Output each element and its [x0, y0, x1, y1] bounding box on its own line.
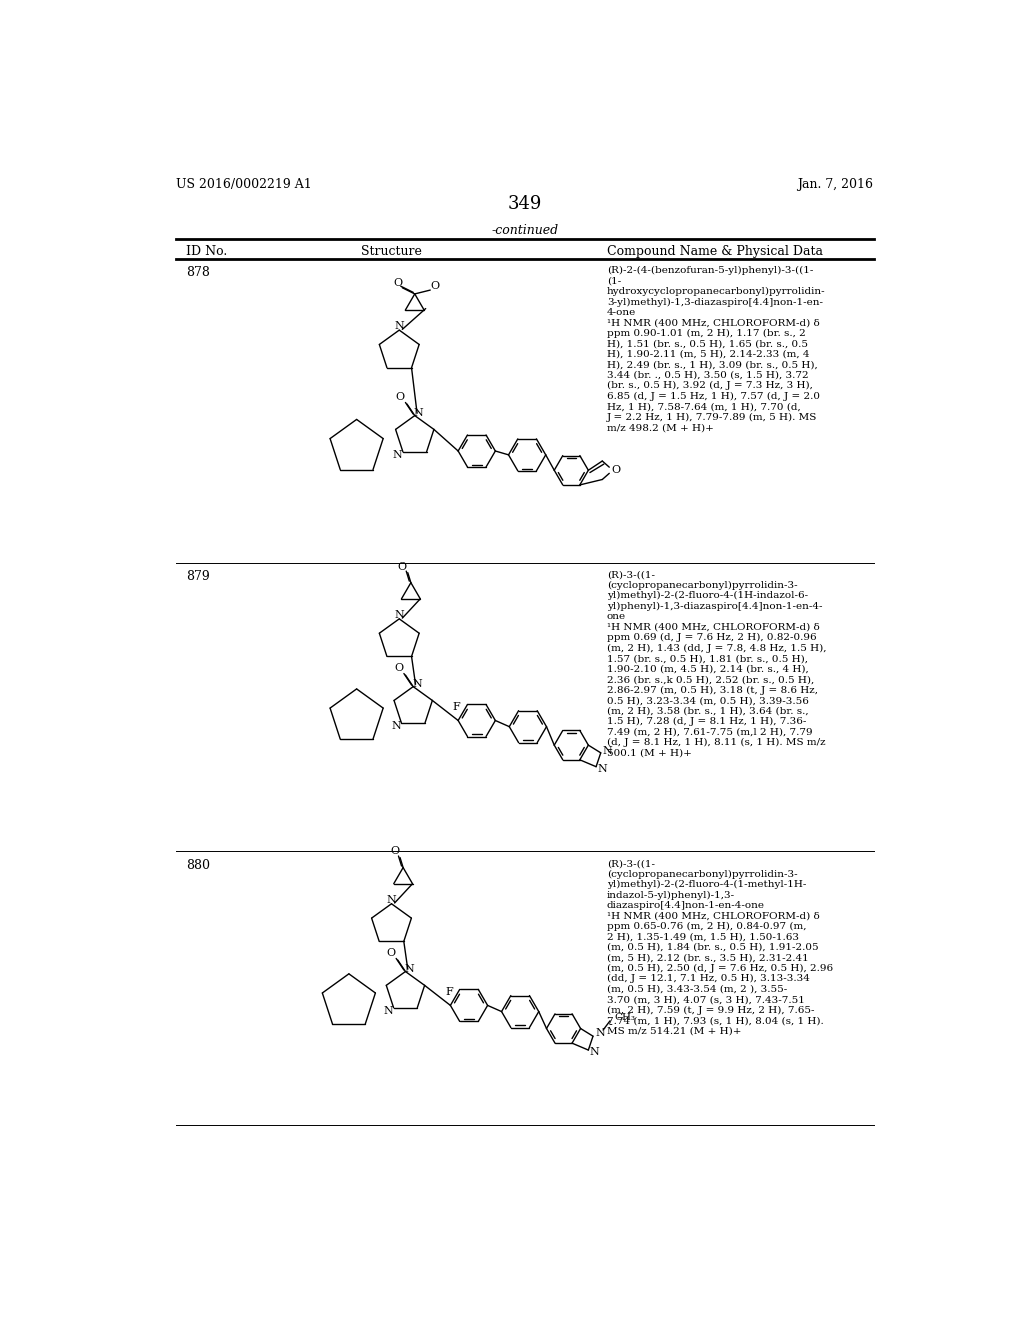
Text: F: F — [445, 987, 453, 998]
Text: N: N — [602, 746, 611, 755]
Text: N: N — [597, 764, 607, 774]
Text: N: N — [414, 408, 424, 418]
Text: Structure: Structure — [361, 246, 422, 259]
Text: (R)-3-((1-
(cyclopropanecarbonyl)pyrrolidin-3-
yl)methyl)-2-(2-fluoro-4-(1H-inda: (R)-3-((1- (cyclopropanecarbonyl)pyrroli… — [607, 570, 826, 758]
Text: -continued: -continued — [492, 224, 558, 236]
Text: O: O — [390, 846, 399, 857]
Text: O: O — [397, 561, 407, 572]
Text: O: O — [393, 279, 402, 288]
Text: Jan. 7, 2016: Jan. 7, 2016 — [798, 178, 873, 190]
Text: O: O — [395, 392, 404, 403]
Text: 880: 880 — [186, 859, 210, 873]
Text: 879: 879 — [186, 570, 210, 583]
Text: 349: 349 — [508, 195, 542, 214]
Text: N: N — [392, 450, 402, 459]
Text: O: O — [611, 465, 621, 475]
Text: N: N — [387, 895, 396, 906]
Text: N: N — [590, 1047, 599, 1057]
Text: ID No.: ID No. — [186, 246, 227, 259]
Text: O: O — [386, 948, 395, 958]
Text: CH₃: CH₃ — [614, 1014, 635, 1022]
Text: Compound Name & Physical Data: Compound Name & Physical Data — [607, 246, 823, 259]
Text: N: N — [391, 721, 400, 731]
Text: N: N — [596, 1028, 605, 1038]
Text: US 2016/0002219 A1: US 2016/0002219 A1 — [176, 178, 311, 190]
Text: N: N — [394, 610, 404, 620]
Text: -: - — [608, 1020, 612, 1031]
Text: N: N — [404, 964, 414, 974]
Text: N: N — [383, 1006, 393, 1016]
Text: N: N — [413, 680, 422, 689]
Text: 878: 878 — [186, 267, 210, 280]
Text: O: O — [430, 281, 439, 292]
Text: (R)-2-(4-(benzofuran-5-yl)phenyl)-3-((1-
(1-
hydroxycyclopropanecarbonyl)pyrroli: (R)-2-(4-(benzofuran-5-yl)phenyl)-3-((1-… — [607, 267, 825, 432]
Text: (R)-3-((1-
(cyclopropanecarbonyl)pyrrolidin-3-
yl)methyl)-2-(2-fluoro-4-(1-methy: (R)-3-((1- (cyclopropanecarbonyl)pyrroli… — [607, 859, 834, 1036]
Text: F: F — [453, 702, 461, 713]
Text: N: N — [394, 321, 404, 331]
Text: O: O — [394, 663, 403, 673]
